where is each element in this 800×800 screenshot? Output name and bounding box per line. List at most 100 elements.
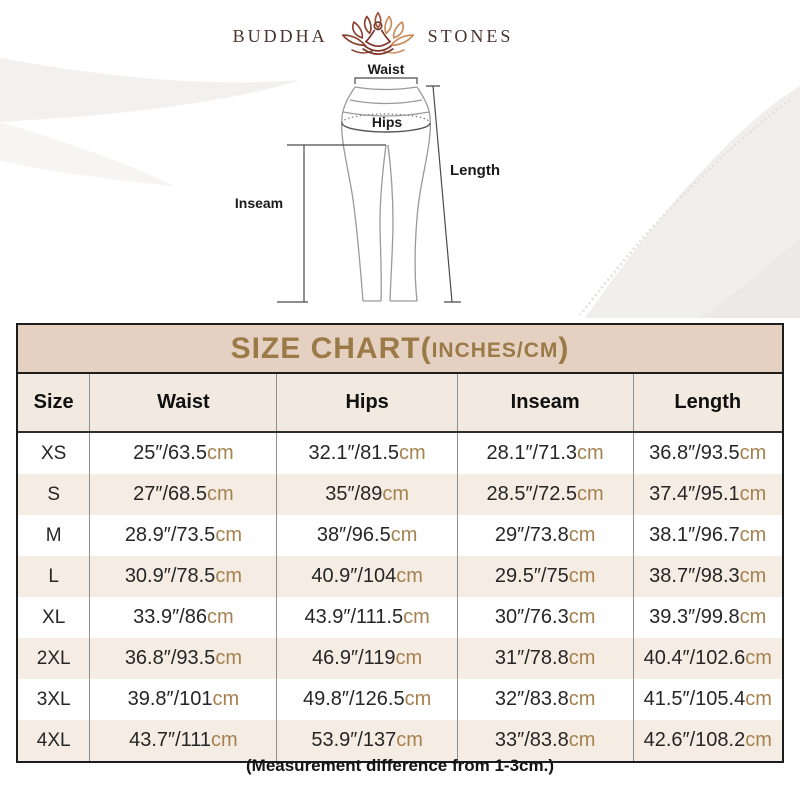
hips-ellipse-solid [341, 122, 431, 133]
cell-value: 28.1″/71.3 [486, 442, 578, 464]
measurement-note: (Measurement difference from 1-3cm.) [246, 756, 554, 775]
size-label: 4XL [36, 729, 71, 751]
unit-label: cm [215, 647, 242, 669]
cell-value: 36.8″/93.5 [649, 442, 740, 464]
cell-inseam: 28.1″/71.3cm [456, 432, 633, 474]
cell-inseam: 29.5″/75cm [456, 556, 633, 597]
unit-label: cm [745, 688, 772, 710]
unit-label: cm [568, 606, 596, 628]
unit-label: cm [382, 483, 410, 505]
leggings-outline [341, 86, 431, 302]
cell-length: 38.7″/98.3cm [632, 556, 782, 597]
cell-hips: 46.9″/119cm [276, 638, 458, 679]
unit-label: cm [739, 524, 767, 546]
unit-label: cm [568, 524, 596, 546]
cell-hips: 40.9″/104cm [276, 556, 458, 597]
size-label: M [45, 524, 62, 546]
inseam-label: Inseam [235, 195, 283, 211]
cell-inseam: 28.5″/72.5cm [456, 474, 633, 515]
cell-value: 43.9″/111.5 [304, 606, 404, 628]
length-label: Length [450, 162, 500, 179]
table-row: L 30.9″/78.5cm 40.9″/104cm 29.5″/75cm 38… [18, 556, 782, 597]
brand-name-left: BUDDHA [232, 25, 328, 46]
column-header-size: Size [18, 374, 90, 433]
cell-hips: 32.1″/81.5cm [276, 432, 458, 474]
cell-value: 38″/96.5 [316, 524, 391, 546]
cell-value: 37.4″/95.1 [649, 483, 740, 505]
cell-waist: 43.7″/111cm [89, 720, 277, 761]
cell-length: 39.3″/99.8cm [632, 597, 782, 638]
unit-label: cm [396, 729, 423, 751]
title-main: SIZE CHART( [230, 331, 432, 365]
unit-label: cm [403, 606, 430, 628]
table-row: XL 33.9″/86cm 43.9″/111.5cm 30″/76.3cm 3… [18, 597, 782, 638]
inseam-line [277, 144, 386, 303]
unit-label: cm [568, 688, 596, 710]
unit-label: cm [568, 729, 596, 751]
size-label: L [48, 565, 59, 587]
cell-value: 30″/76.3 [494, 606, 569, 628]
cell-value: 33″/83.8 [494, 729, 569, 751]
unit-label: cm [399, 442, 426, 464]
unit-label: cm [404, 688, 432, 710]
size-chart-title: SIZE CHART( INCHES/CM ) [18, 325, 782, 374]
unit-label: cm [745, 729, 772, 751]
column-header-length: Length [632, 374, 782, 433]
cell-length: 40.4″/102.6cm [632, 638, 782, 679]
size-chart: SIZE CHART( INCHES/CM ) Size Waist Hips … [16, 323, 784, 763]
unit-label: cm [739, 442, 767, 464]
cell-waist: 27″/68.5cm [89, 474, 277, 515]
cell-value: 36.8″/93.5 [124, 647, 216, 669]
cell-length: 42.6″/108.2cm [632, 720, 782, 761]
table-header: Size Waist Hips Inseam Length [18, 374, 782, 433]
cell-value: 35″/89 [325, 483, 383, 505]
cell-value: 39.3″/99.8 [649, 606, 740, 628]
cell-value: 29″/73.8 [494, 524, 569, 546]
cell-hips: 38″/96.5cm [276, 515, 458, 556]
cell-value: 30.9″/78.5 [124, 565, 216, 587]
cell-hips: 43.9″/111.5cm [276, 597, 458, 638]
table-row: S 27″/68.5cm 35″/89cm 28.5″/72.5cm 37.4″… [18, 474, 782, 515]
cell-value: 31″/78.8 [494, 647, 569, 669]
cell-length: 37.4″/95.1cm [632, 474, 782, 515]
cell-waist: 28.9″/73.5cm [89, 515, 277, 556]
unit-label: cm [215, 565, 242, 587]
cell-waist: 39.8″/101cm [89, 679, 277, 720]
unit-label: cm [745, 647, 772, 669]
cell-hips: 35″/89cm [276, 474, 458, 515]
cell-waist: 30.9″/78.5cm [89, 556, 277, 597]
brand-logo: BUDDHA [0, 10, 773, 62]
cell-value: 40.9″/104 [311, 565, 397, 587]
cell-value: 49.8″/126.5 [302, 688, 405, 710]
cell-length: 36.8″/93.5cm [632, 432, 782, 474]
cell-hips: 53.9″/137cm [276, 720, 458, 761]
cell-inseam: 33″/83.8cm [456, 720, 633, 761]
leggings-silhouette [341, 87, 431, 301]
column-header-hips: Hips [276, 374, 458, 433]
cell-value: 38.7″/98.3 [649, 565, 740, 587]
cell-length: 38.1″/96.7cm [632, 515, 782, 556]
column-header-inseam: Inseam [456, 374, 633, 433]
cell-value: 32.1″/81.5 [308, 442, 400, 464]
leggings-measurement-diagram: Waist Hips Inseam Length [235, 61, 500, 303]
cell-value: 43.7″/111 [129, 729, 212, 751]
unit-label: cm [739, 565, 767, 587]
title-units: INCHES/CM [431, 339, 559, 362]
cell-inseam: 31″/78.8cm [456, 638, 633, 679]
cell-value: 46.9″/119 [312, 647, 396, 669]
hips-label: Hips [372, 114, 403, 130]
cell-value: 28.9″/73.5 [124, 524, 216, 546]
unit-label: cm [206, 442, 234, 464]
cell-inseam: 30″/76.3cm [456, 597, 633, 638]
unit-label: cm [206, 483, 234, 505]
cell-waist: 33.9″/86cm [89, 597, 277, 638]
table-row: 2XL 36.8″/93.5cm 46.9″/119cm 31″/78.8cm … [18, 638, 782, 679]
cell-waist: 25″/63.5cm [89, 432, 277, 474]
title-close: ) [558, 331, 570, 365]
cell-value: 33.9″/86 [133, 606, 207, 628]
length-line [426, 85, 461, 303]
unit-label: cm [396, 565, 423, 587]
cell-inseam: 29″/73.8cm [456, 515, 633, 556]
